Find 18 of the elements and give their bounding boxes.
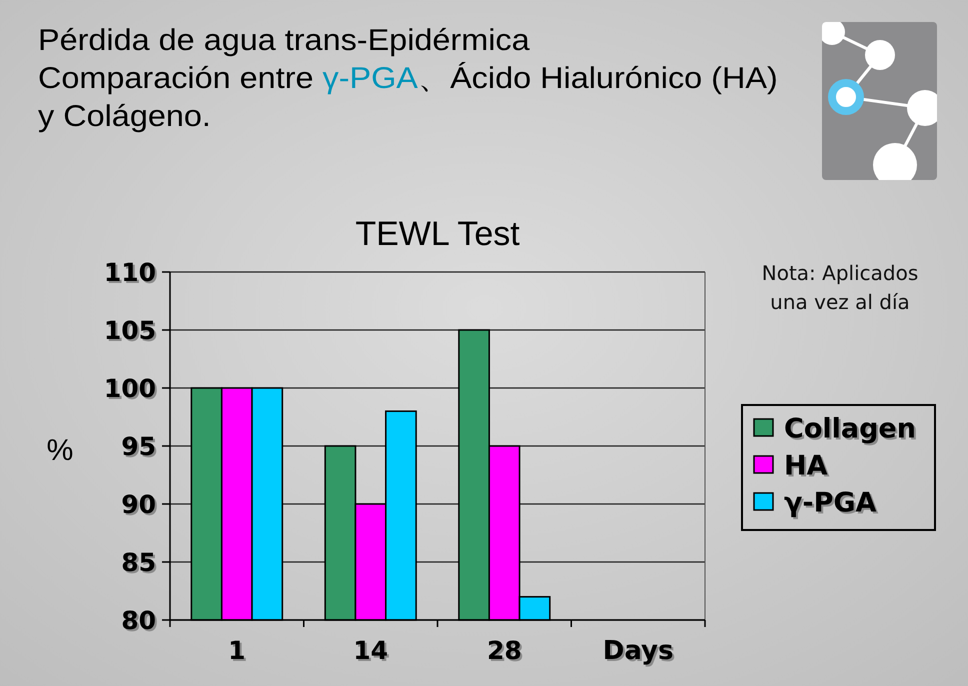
- y-tick-label: 105: [104, 316, 156, 345]
- text: Nota: Aplicados una vez al día: [762, 261, 918, 314]
- legend-label: HA: [784, 450, 828, 482]
- x-axis-title: Days: [602, 636, 674, 666]
- legend-label: γ-PGA: [784, 488, 877, 519]
- y-tick-label: 100: [104, 374, 156, 403]
- y-tick-label: 110: [104, 258, 156, 287]
- x-tick-label: 14: [353, 636, 388, 665]
- legend-label: Collagen: [784, 414, 916, 445]
- y-tick-label: 95: [121, 432, 156, 461]
- chart-title: Pérdida de agua trans-Epidérmica Comparación entre γ-PGA、Ácido Hialurónico (HA) y Colágeno.: [38, 23, 778, 133]
- x-tick-label: 1: [228, 636, 246, 665]
- chart-subtitle: TEWL Test: [355, 215, 520, 253]
- x-tick-label: 28: [486, 636, 522, 665]
- y-tick-label: 85: [121, 548, 156, 577]
- y-tick-label: 90: [121, 490, 156, 519]
- y-tick-label: 80: [121, 606, 156, 635]
- y-axis-title: %: [46, 434, 74, 467]
